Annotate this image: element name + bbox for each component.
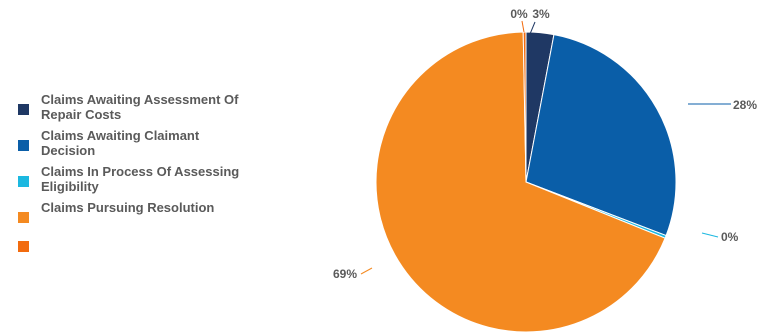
legend-swatch xyxy=(18,176,29,187)
slice-data-label: 69% xyxy=(333,267,357,281)
slice-data-label: 0% xyxy=(721,230,739,244)
slice-data-label: 0% xyxy=(510,7,528,21)
legend-label: Claims In Process Of Assessing Eligibili… xyxy=(41,164,240,194)
legend-item-pursuing-resolution[interactable]: Claims Pursuing Resolution xyxy=(18,200,248,223)
legend-swatch xyxy=(18,241,29,252)
legend-swatch xyxy=(18,140,29,151)
legend-item-assessment-repair-costs[interactable]: Claims Awaiting Assessment Of Repair Cos… xyxy=(18,92,248,122)
slice-leader-line xyxy=(701,232,719,238)
pie-slice[interactable] xyxy=(522,31,527,183)
slice-data-label: 3% xyxy=(532,7,550,21)
legend-item-unlabeled[interactable] xyxy=(18,229,248,252)
pie-slice[interactable] xyxy=(525,34,677,237)
legend-item-claimant-decision[interactable]: Claims Awaiting Claimant Decision xyxy=(18,128,248,158)
legend-swatch xyxy=(18,104,29,115)
legend-label: Claims Awaiting Claimant Decision xyxy=(41,128,200,158)
slice-leader-line xyxy=(360,267,373,275)
legend-label: Claims Pursuing Resolution xyxy=(41,200,215,215)
slice-leader-line xyxy=(529,21,536,35)
legend-swatch xyxy=(18,212,29,223)
slice-data-label: 28% xyxy=(733,98,757,112)
slice-leader-line xyxy=(521,20,525,33)
legend-item-assessing-eligibility[interactable]: Claims In Process Of Assessing Eligibili… xyxy=(18,164,248,194)
pie-slice[interactable] xyxy=(375,31,666,333)
legend: Claims Awaiting Assessment Of Repair Cos… xyxy=(18,92,248,258)
legend-label: Claims Awaiting Assessment Of Repair Cos… xyxy=(41,92,239,122)
